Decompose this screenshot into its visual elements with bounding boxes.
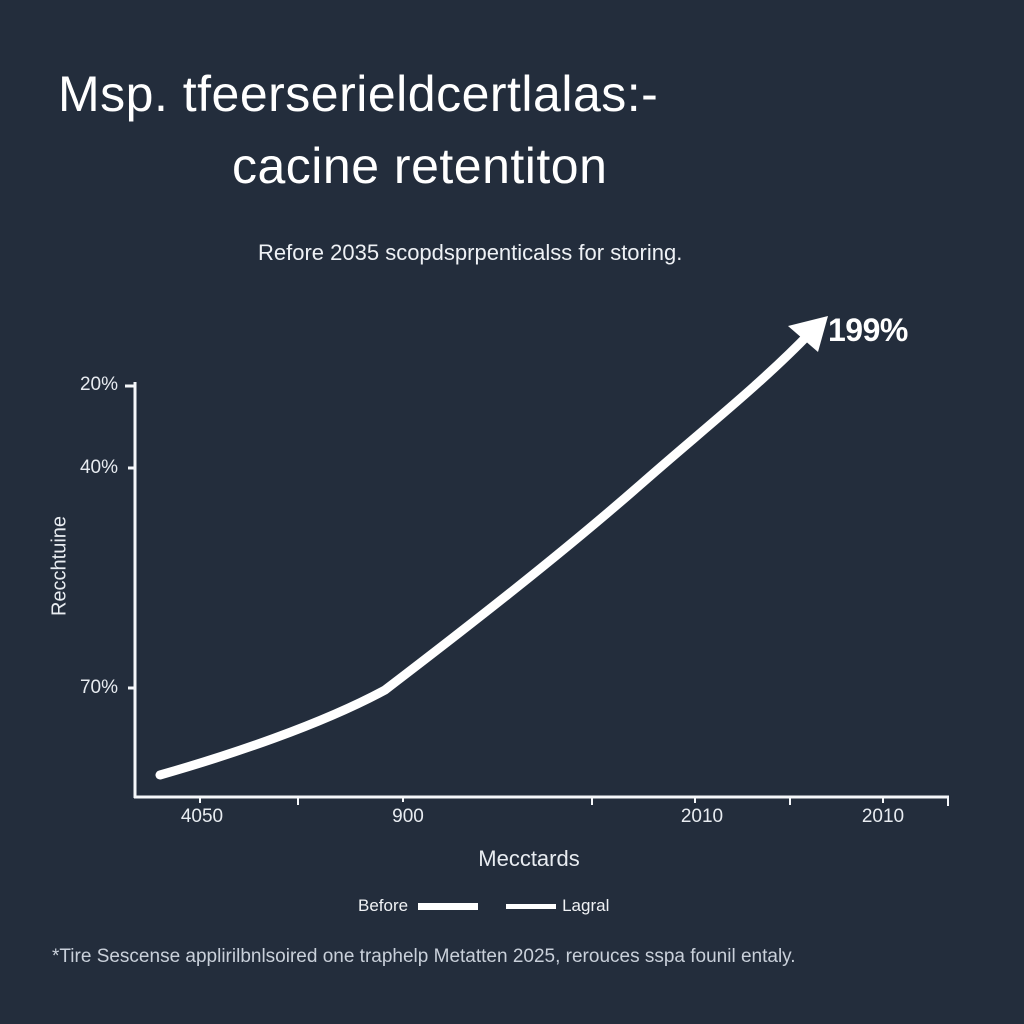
y-tick-label: 20% [79, 374, 118, 395]
y-axis-label: Recchtuine [48, 515, 71, 617]
x-tick-label: 900 [392, 806, 424, 827]
legend-item-before: Before [358, 896, 479, 916]
x-tick-label: 2010 [680, 806, 724, 827]
chart-title-line-2: cacine retentiton [232, 138, 608, 194]
legend: Before Lagral [358, 896, 609, 916]
retention-line [155, 328, 815, 780]
legend-swatch [506, 903, 557, 909]
legend-swatch [418, 902, 479, 910]
x-tick-label: 2010 [861, 806, 905, 827]
end-value-annotation: 199% [828, 312, 908, 348]
legend-label: Lagral [562, 896, 610, 915]
footnote: *Tire Sescense applirilbnlsoired one tra… [52, 946, 796, 967]
x-tick-label: 4050 [180, 806, 224, 827]
legend-label: Before [358, 896, 409, 915]
arrow-up-right-icon [788, 316, 828, 352]
x-axis-label: Mecctards [478, 846, 580, 871]
chart-title: Msp. tfeerserieldcertlalas:- cacine rete… [58, 58, 958, 202]
chart-title-line-1: Msp. tfeerserieldcertlalas:- [58, 66, 659, 122]
legend-item-lagral: Lagral [506, 896, 609, 916]
y-tick-label: 40% [79, 457, 118, 478]
chart-subtitle: Refore 2035 scopdsprpenticalss for stori… [258, 240, 683, 265]
y-tick-label: 70% [79, 677, 118, 698]
